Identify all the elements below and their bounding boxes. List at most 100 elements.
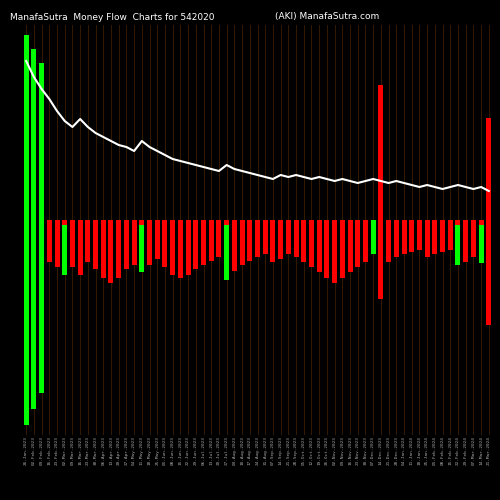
Bar [432, 225, 438, 254]
Bar [132, 225, 136, 265]
Text: 01-Jun-2023: 01-Jun-2023 [163, 436, 167, 465]
Bar [456, 220, 460, 225]
Bar [316, 220, 322, 225]
Text: 26-Oct-2023: 26-Oct-2023 [325, 436, 329, 465]
Text: 20-Jul-2023: 20-Jul-2023 [217, 436, 221, 465]
Bar [178, 220, 183, 225]
Bar [332, 220, 337, 225]
Bar [255, 225, 260, 256]
Bar [240, 220, 244, 225]
Bar [32, 49, 36, 225]
Text: 23-Nov-2023: 23-Nov-2023 [356, 436, 360, 465]
Bar [417, 225, 422, 250]
Text: 29-Jun-2023: 29-Jun-2023 [194, 436, 198, 465]
Bar [93, 225, 98, 269]
Bar [24, 225, 28, 424]
Bar [294, 225, 298, 256]
Text: 15-Feb-2024: 15-Feb-2024 [448, 436, 452, 465]
Text: 26-Jan-2023: 26-Jan-2023 [24, 436, 28, 465]
Text: 24-Aug-2023: 24-Aug-2023 [256, 436, 260, 465]
Bar [186, 220, 190, 225]
Text: 10-Aug-2023: 10-Aug-2023 [240, 436, 244, 465]
Text: 28-Sep-2023: 28-Sep-2023 [294, 436, 298, 465]
Bar [201, 225, 206, 265]
Bar [424, 225, 430, 256]
Bar [286, 220, 291, 225]
Text: 30-Nov-2023: 30-Nov-2023 [364, 436, 368, 465]
Text: 22-Feb-2024: 22-Feb-2024 [456, 436, 460, 465]
Bar [147, 225, 152, 265]
Text: 07-Mar-2024: 07-Mar-2024 [472, 436, 476, 465]
Bar [162, 220, 168, 225]
Bar [440, 225, 445, 252]
Bar [409, 220, 414, 225]
Bar [248, 225, 252, 260]
Bar [178, 225, 183, 278]
Bar [324, 220, 330, 225]
Bar [424, 220, 430, 225]
Text: 29-Feb-2024: 29-Feb-2024 [464, 436, 468, 465]
Text: 06-Apr-2023: 06-Apr-2023 [102, 436, 105, 465]
Bar [248, 220, 252, 225]
Text: 30-Mar-2023: 30-Mar-2023 [94, 436, 98, 465]
Bar [194, 220, 198, 225]
Bar [471, 220, 476, 225]
Bar [302, 225, 306, 262]
Bar [309, 220, 314, 225]
Text: 22-Jun-2023: 22-Jun-2023 [186, 436, 190, 465]
Bar [386, 225, 391, 262]
Bar [47, 225, 52, 262]
Bar [363, 225, 368, 262]
Bar [478, 220, 484, 225]
Bar [170, 220, 175, 225]
Bar [208, 225, 214, 260]
Bar [78, 220, 82, 225]
Bar [370, 220, 376, 225]
Bar [70, 225, 75, 267]
Bar [108, 220, 114, 225]
Text: 03-Aug-2023: 03-Aug-2023 [232, 436, 236, 465]
Text: 16-Nov-2023: 16-Nov-2023 [348, 436, 352, 465]
Bar [340, 220, 345, 225]
Bar [132, 220, 136, 225]
Bar [286, 225, 291, 254]
Bar [402, 225, 406, 254]
Bar [70, 220, 75, 225]
Bar [216, 220, 222, 225]
Bar [409, 225, 414, 252]
Text: 31-Aug-2023: 31-Aug-2023 [263, 436, 267, 465]
Bar [355, 225, 360, 267]
Bar [309, 225, 314, 267]
Bar [32, 225, 36, 409]
Text: 16-Mar-2023: 16-Mar-2023 [78, 436, 82, 465]
Text: 25-Jan-2024: 25-Jan-2024 [425, 436, 429, 465]
Bar [324, 225, 330, 278]
Text: 13-Jul-2023: 13-Jul-2023 [209, 436, 213, 465]
Bar [348, 220, 352, 225]
Bar [86, 220, 90, 225]
Bar [255, 220, 260, 225]
Text: 04-May-2023: 04-May-2023 [132, 436, 136, 465]
Bar [54, 225, 60, 267]
Text: 08-Jun-2023: 08-Jun-2023 [170, 436, 174, 465]
Text: 27-Jul-2023: 27-Jul-2023 [224, 436, 228, 465]
Bar [147, 220, 152, 225]
Bar [39, 63, 44, 225]
Bar [463, 225, 468, 262]
Bar [101, 225, 106, 278]
Text: 14-Mar-2024: 14-Mar-2024 [479, 436, 483, 465]
Text: 02-Nov-2023: 02-Nov-2023 [332, 436, 336, 465]
Bar [78, 225, 82, 276]
Bar [262, 225, 268, 254]
Text: 07-Dec-2023: 07-Dec-2023 [371, 436, 375, 465]
Bar [62, 225, 67, 276]
Bar [116, 225, 121, 278]
Text: 21-Mar-2024: 21-Mar-2024 [487, 436, 491, 465]
Bar [124, 220, 129, 225]
Text: 09-Feb-2023: 09-Feb-2023 [40, 436, 44, 465]
Bar [378, 84, 384, 225]
Bar [216, 225, 222, 256]
Text: 19-Oct-2023: 19-Oct-2023 [317, 436, 321, 465]
Bar [294, 220, 298, 225]
Bar [140, 220, 144, 225]
